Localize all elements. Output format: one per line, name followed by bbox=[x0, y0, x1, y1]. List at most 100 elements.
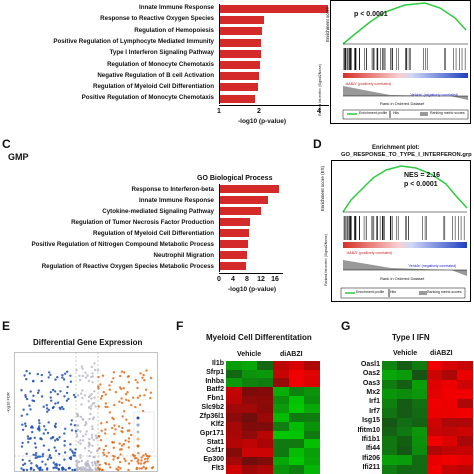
heatmap-cell bbox=[397, 389, 413, 400]
heatmap-cell bbox=[241, 369, 258, 379]
heatmap-cell bbox=[241, 378, 258, 388]
legend-entry: Ranking metric scores bbox=[427, 290, 462, 294]
volcano-point bbox=[117, 425, 121, 428]
volcano-point bbox=[35, 452, 38, 455]
bar bbox=[220, 196, 268, 204]
volcano-point bbox=[49, 437, 53, 440]
heatmap-cell bbox=[457, 408, 473, 418]
volcano-point bbox=[144, 457, 147, 461]
bar bbox=[220, 185, 279, 193]
volcano-point bbox=[142, 465, 145, 469]
volcano-point bbox=[104, 402, 108, 405]
volcano-point bbox=[145, 454, 149, 458]
volcano-point bbox=[99, 439, 103, 442]
heatmap-cell bbox=[442, 464, 458, 474]
volcano-point bbox=[56, 401, 60, 404]
volcano-point bbox=[133, 454, 136, 457]
heatmap-cell bbox=[442, 398, 458, 409]
heatmap-cell bbox=[304, 395, 321, 405]
volcano-point bbox=[41, 468, 44, 472]
volcano-point bbox=[89, 407, 93, 410]
plot-title-2: GO_RESPONSE_TO_TYPE_I_INTERFERON.grp bbox=[341, 152, 472, 158]
bar bbox=[220, 27, 263, 36]
heatmap-cell bbox=[457, 426, 473, 437]
volcano-point bbox=[90, 404, 93, 407]
heatmap-cell bbox=[257, 421, 274, 432]
heatmap-cell bbox=[241, 361, 258, 371]
volcano-point bbox=[21, 441, 24, 445]
neg-label: 'Vehicle' (negatively correlated) bbox=[408, 264, 457, 268]
heatmap-cell bbox=[412, 455, 428, 466]
volcano-point bbox=[77, 441, 80, 444]
volcano-point bbox=[103, 453, 106, 457]
volcano-point bbox=[64, 427, 67, 430]
bar bbox=[220, 94, 255, 103]
heatmap-cell bbox=[257, 465, 274, 474]
volcano-point bbox=[75, 413, 79, 416]
volcano-point bbox=[122, 443, 126, 446]
volcano-point bbox=[102, 451, 105, 454]
term-label: Neutrophil Migration bbox=[153, 252, 215, 259]
gene-label: Irf1 bbox=[369, 398, 380, 406]
volcano-point bbox=[72, 454, 75, 457]
volcano-point bbox=[34, 446, 38, 449]
volcano-point bbox=[75, 424, 78, 427]
volcano-point bbox=[79, 442, 82, 445]
volcano-point bbox=[62, 378, 66, 381]
volcano-point bbox=[51, 436, 55, 439]
volcano-point bbox=[149, 376, 153, 380]
heatmap-cell bbox=[273, 421, 290, 432]
heatmap-cell bbox=[304, 465, 321, 474]
volcano-point bbox=[75, 460, 78, 463]
volcano-point bbox=[87, 445, 90, 448]
volcano-point bbox=[27, 437, 30, 440]
heatmap-cell bbox=[457, 436, 473, 447]
heatmap-cell bbox=[412, 445, 428, 456]
gene-label: Zfp36l1 bbox=[199, 412, 224, 420]
heatmap-cell bbox=[442, 455, 458, 466]
volcano-point bbox=[96, 369, 100, 372]
volcano-point bbox=[56, 376, 59, 379]
heatmap-cell bbox=[304, 430, 321, 440]
volcano-point bbox=[77, 415, 80, 418]
volcano-point bbox=[97, 387, 100, 390]
volcano-point bbox=[46, 467, 49, 470]
volcano-point bbox=[69, 457, 73, 461]
bar bbox=[220, 207, 261, 215]
column-label: Vehicle bbox=[393, 350, 418, 357]
volcano-point bbox=[100, 422, 103, 425]
heatmap-cell bbox=[273, 395, 290, 405]
volcano-point bbox=[93, 456, 96, 459]
heatmap-cell bbox=[288, 387, 305, 397]
heatmap-cell bbox=[273, 439, 290, 449]
volcano-point bbox=[121, 415, 124, 418]
gene-label: Batf2 bbox=[206, 386, 224, 394]
volcano-point bbox=[120, 370, 124, 373]
volcano-point bbox=[54, 422, 57, 425]
heatmap-cell bbox=[257, 387, 274, 397]
volcano-point bbox=[84, 433, 88, 436]
volcano-point bbox=[120, 397, 123, 400]
volcano-point bbox=[84, 371, 87, 374]
volcano-point bbox=[99, 383, 102, 386]
volcano-point bbox=[97, 385, 100, 388]
heatmap-cell bbox=[226, 413, 243, 423]
heatmap-cell bbox=[457, 445, 473, 456]
volcano-plot bbox=[14, 352, 158, 472]
heatmap-cell bbox=[273, 404, 290, 414]
volcano-point bbox=[127, 468, 130, 472]
volcano-point bbox=[79, 430, 82, 433]
volcano-point bbox=[145, 369, 148, 372]
heatmap-cell bbox=[288, 439, 305, 449]
heatmap-cell bbox=[273, 369, 290, 379]
volcano-point bbox=[58, 452, 61, 456]
gene-label: Ifi206 bbox=[362, 454, 380, 462]
volcano-point bbox=[139, 462, 143, 465]
gene-label: Il1b bbox=[211, 360, 224, 368]
volcano-point bbox=[80, 365, 84, 368]
heatmap-cell bbox=[412, 398, 428, 409]
volcano-point bbox=[27, 441, 30, 444]
heatmap-cell bbox=[427, 436, 443, 447]
term-label: Innate Immune Response bbox=[139, 197, 214, 204]
legend-entry: Hits bbox=[393, 111, 400, 115]
